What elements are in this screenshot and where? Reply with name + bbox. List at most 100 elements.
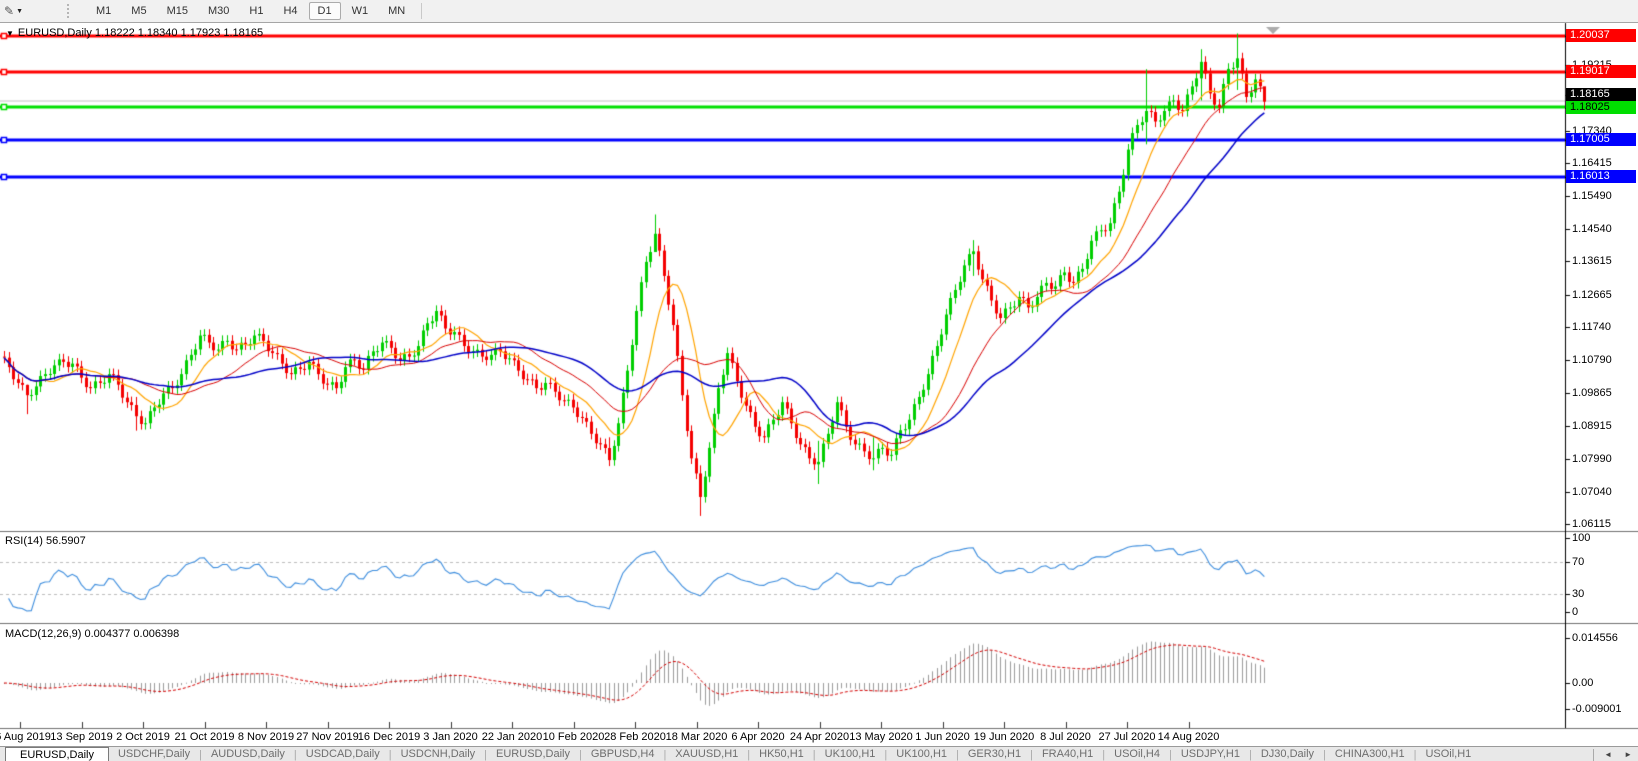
date-axis-label: 1 Jun 2020	[915, 731, 970, 743]
symbol-tab-gbpusd-h4[interactable]: GBPUSD,H4	[590, 748, 655, 760]
date-axis-label: 27 Jul 2020	[1098, 731, 1156, 743]
date-axis-label: 21 Oct 2019	[174, 731, 235, 743]
price-tick-label: 1.08915	[1572, 420, 1612, 432]
price-tick-label: 1.09865	[1572, 387, 1612, 399]
chart-tab-bar: EURUSD,Daily USDCHF,Daily | AUDUSD,Daily | US…	[0, 746, 1638, 761]
timeframe-button-m1[interactable]: M1	[96, 5, 112, 17]
symbol-tab-usoil-h1[interactable]: USOil,H1	[1425, 748, 1472, 760]
date-axis-label: 8 Nov 2019	[237, 731, 295, 743]
symbol-tab-eurusd-daily[interactable]: EURUSD,Daily	[5, 747, 109, 761]
price-tick-label: 1.14540	[1572, 223, 1612, 235]
price-tick-label: 1.06115	[1572, 518, 1611, 530]
symbol-tab-hk50-h1[interactable]: HK50,H1	[759, 748, 804, 760]
toolbar-grip	[67, 4, 72, 18]
tab-separator: |	[293, 748, 297, 761]
symbol-tab-ger30-h1[interactable]: GER30,H1	[967, 748, 1022, 760]
symbol-tab-usdcad-daily[interactable]: USDCAD,Daily	[305, 748, 380, 760]
macd-scale-label: -0.009001	[1572, 703, 1622, 715]
price-badge: 1.16013	[1566, 170, 1636, 183]
date-axis-label: 26 Aug 2019	[0, 731, 51, 743]
date-axis-label: 28 Feb 2020	[604, 731, 666, 743]
toolbar-separator	[421, 3, 423, 19]
symbol-tab-usdcnh-daily[interactable]: USDCNH,Daily	[400, 748, 476, 760]
date-axis-label: 27 Nov 2019	[296, 731, 359, 743]
timeframe-toolbar: ✎ ▼ M1 M5 M15 M30 H1 H4 D1 W1 MN	[0, 0, 1638, 23]
date-axis-label: 14 Aug 2020	[1157, 731, 1220, 743]
date-axis-label: 10 Feb 2020	[542, 731, 605, 743]
price-tick-label: 1.13615	[1572, 255, 1612, 267]
date-axis-label: 3 Jan 2020	[423, 731, 478, 743]
date-axis-label: 24 Apr 2020	[789, 731, 850, 743]
tab-separator: |	[1248, 748, 1252, 761]
price-badge: 1.19017	[1566, 65, 1636, 78]
tab-separator: |	[884, 748, 888, 761]
symbol-tab-usoil-h4[interactable]: USOil,H4	[1114, 748, 1160, 760]
date-axis-label: 13 Sep 2019	[50, 731, 113, 743]
price-badge: 1.18165	[1566, 88, 1636, 101]
price-tick-label: 1.16415	[1572, 157, 1612, 169]
timeframe-button-mn[interactable]: MN	[388, 5, 406, 17]
tool-dropdown-arrow-icon[interactable]: ▼	[16, 7, 23, 15]
tab-separator: |	[199, 748, 202, 761]
symbol-tab-eurusd-daily[interactable]: EURUSD,Daily	[496, 748, 570, 760]
macd-scale-label: 0.014556	[1572, 632, 1618, 644]
price-tick-label: 1.10790	[1572, 354, 1612, 366]
draw-tool-icon[interactable]: ✎	[4, 4, 15, 18]
tab-separator: |	[812, 748, 816, 761]
price-badge: 1.17005	[1566, 133, 1636, 146]
date-axis-label: 18 Mar 2020	[665, 731, 728, 743]
rsi-scale-label: 0	[1572, 606, 1579, 618]
tab-separator: |	[1413, 748, 1417, 761]
rsi-scale-label: 30	[1572, 588, 1585, 600]
tab-arrow-divider	[1593, 748, 1595, 761]
symbol-tab-china300-h1[interactable]: CHINA300,H1	[1334, 748, 1405, 760]
rsi-scale-label: 100	[1572, 532, 1591, 544]
tab-separator: |	[388, 748, 392, 761]
price-tick-label: 1.11740	[1572, 321, 1611, 333]
tab-scroll-left-icon[interactable]: ◄	[1604, 750, 1613, 759]
timeframe-button-m5[interactable]: M5	[131, 5, 147, 17]
timeframe-button-w1[interactable]: W1	[351, 5, 369, 17]
tab-scroll-arrows: ◄ ►	[1593, 747, 1638, 761]
date-axis-label: 13 May 2020	[849, 731, 913, 743]
date-axis-label: 16 Dec 2019	[357, 731, 421, 743]
tab-scroll-right-icon[interactable]: ►	[1624, 750, 1632, 759]
tab-separator: |	[1169, 748, 1172, 761]
symbol-tab-audusd-daily[interactable]: AUDUSD,Daily	[210, 748, 285, 760]
tab-separator: |	[484, 748, 488, 761]
timeframe-button-m15[interactable]: M15	[166, 5, 188, 17]
symbol-tab-usdjpy-h1[interactable]: USDJPY,H1	[1180, 748, 1240, 760]
date-axis-label: 2 Oct 2019	[116, 731, 170, 743]
tab-separator: |	[747, 748, 751, 761]
symbol-tab-fra40-h1[interactable]: FRA40,H1	[1041, 748, 1094, 760]
date-axis-label: 19 Jun 2020	[973, 731, 1035, 743]
price-badge: 1.18025	[1566, 101, 1636, 114]
tab-separator: |	[663, 748, 667, 761]
tab-separator: |	[579, 748, 582, 761]
tab-separator: |	[1030, 748, 1033, 761]
macd-scale-label: 0.00	[1572, 677, 1594, 689]
timeframe-button-h1[interactable]: H1	[249, 5, 264, 17]
tab-separator: |	[1323, 748, 1326, 761]
timeframe-buttons: M1 M5 M15 M30 H1 H4 D1 W1 MN	[86, 2, 415, 20]
price-tick-label: 1.12665	[1572, 289, 1612, 301]
symbol-tab-xauusd-h1[interactable]: XAUUSD,H1	[675, 748, 739, 760]
price-tick-label: 1.07040	[1572, 486, 1612, 498]
rsi-scale-label: 70	[1572, 556, 1585, 568]
price-badge: 1.20037	[1566, 29, 1636, 42]
symbol-tab-usdchf-daily[interactable]: USDCHF,Daily	[117, 748, 191, 760]
date-axis-label: 6 Apr 2020	[731, 731, 785, 743]
timeframe-button-m30[interactable]: M30	[207, 5, 230, 17]
price-tick-label: 1.07990	[1572, 453, 1612, 465]
timeframe-button-h4[interactable]: H4	[283, 5, 298, 17]
symbol-tab-uk100-h1[interactable]: UK100,H1	[896, 748, 948, 760]
tab-separator: |	[1102, 748, 1106, 761]
symbol-tab-uk100-h1[interactable]: UK100,H1	[824, 748, 876, 760]
date-axis-label: 8 Jul 2020	[1040, 731, 1091, 743]
price-tick-label: 1.15490	[1572, 190, 1612, 202]
timeframe-button-d1[interactable]: D1	[308, 2, 341, 20]
tab-separator: |	[956, 748, 959, 761]
symbol-tab-dj30-daily[interactable]: DJ30,Daily	[1260, 748, 1315, 760]
